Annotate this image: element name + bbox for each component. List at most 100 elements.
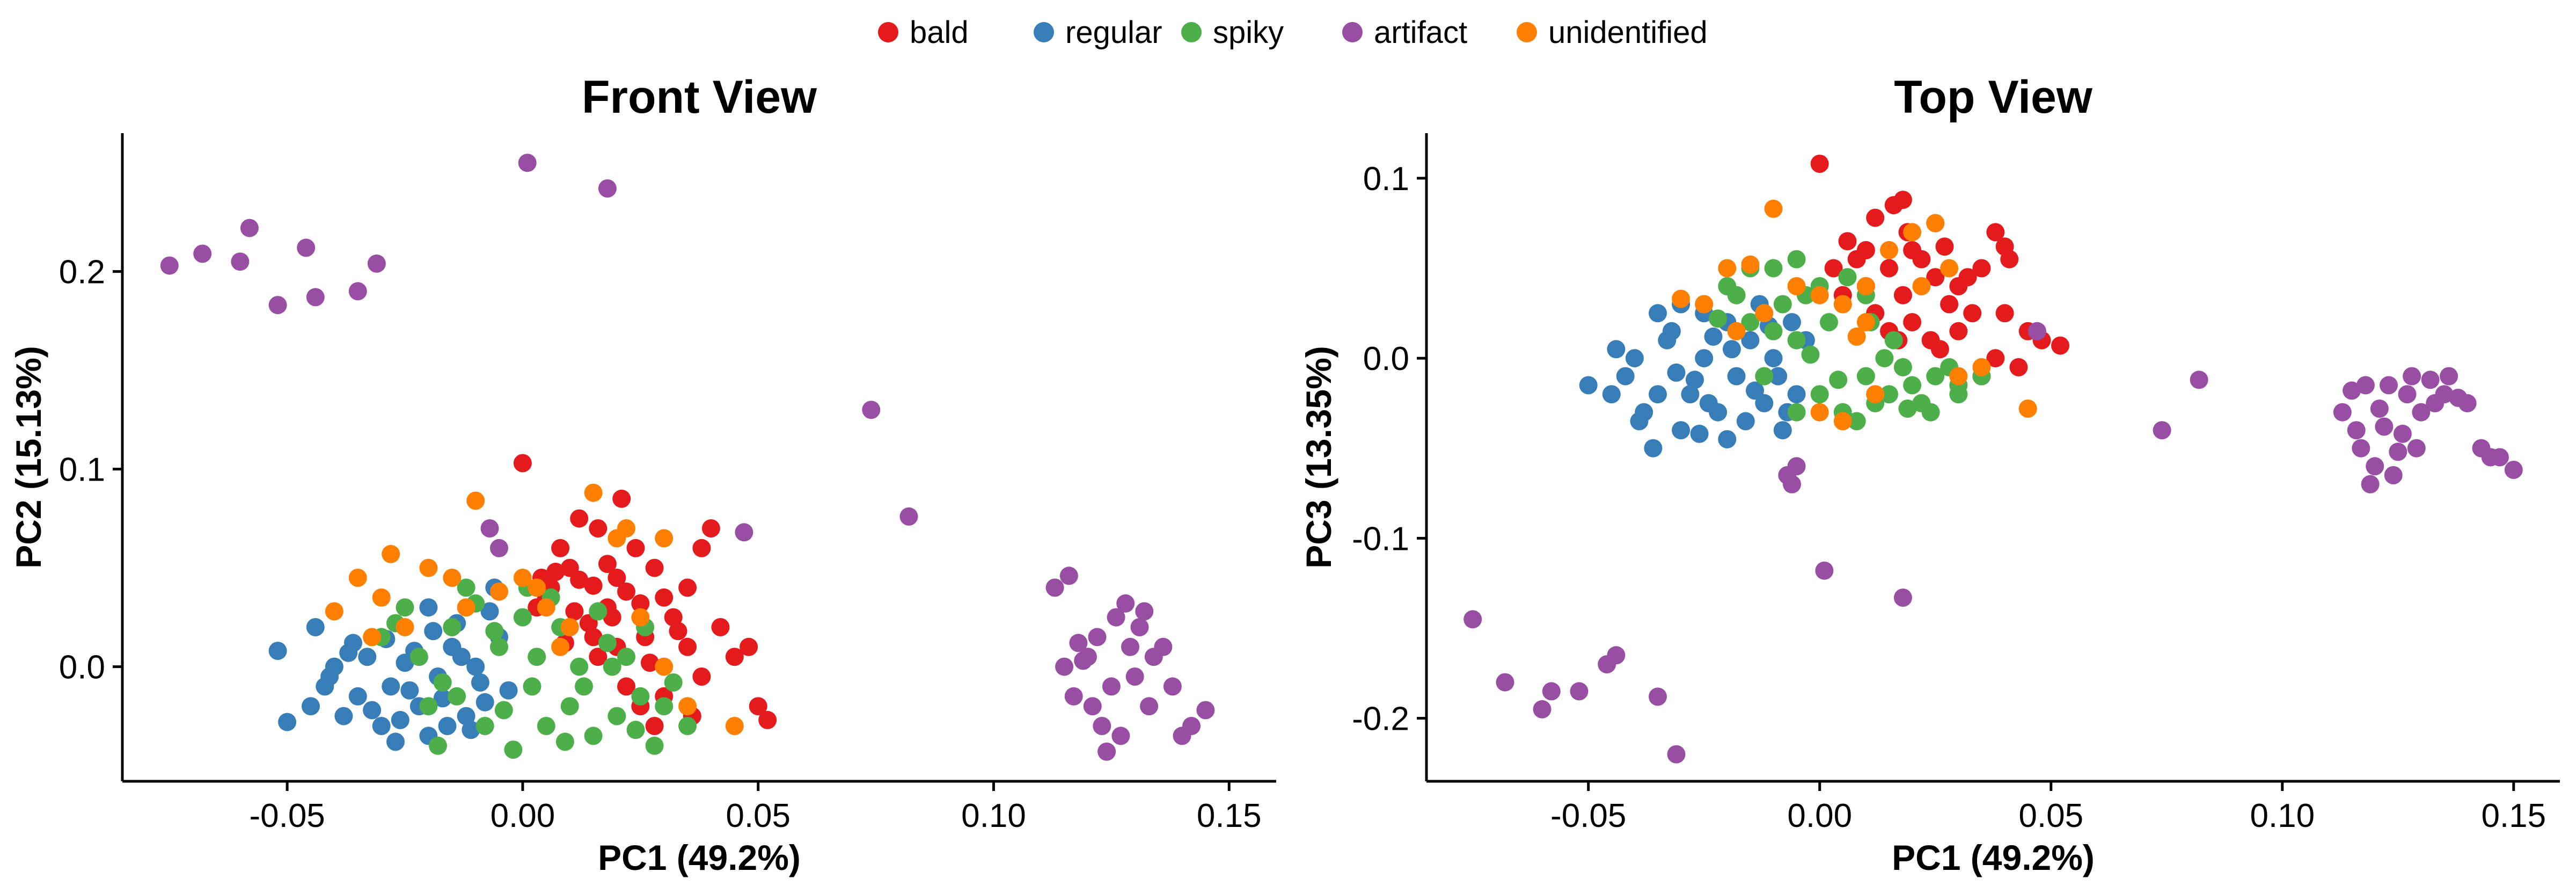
data-point-regular: [1662, 322, 1681, 340]
data-point-bald: [598, 555, 617, 573]
data-point-artifact: [2421, 371, 2440, 389]
data-point-unidentified: [1880, 241, 1898, 259]
data-point-spiky: [584, 727, 603, 745]
data-point-regular: [1787, 385, 1806, 404]
data-point-bald: [1986, 223, 2005, 242]
data-point-spiky: [678, 717, 697, 735]
data-point-artifact: [1107, 608, 1125, 627]
y-tick-label: 0.1: [1363, 161, 1409, 198]
data-point-regular: [1699, 394, 1718, 412]
legend-label-unidentified: unidentified: [1548, 15, 1708, 50]
data-point-bald: [570, 509, 589, 528]
data-point-spiky: [485, 622, 504, 641]
data-point-regular: [1718, 430, 1737, 448]
data-point-artifact: [1111, 727, 1130, 745]
data-point-regular: [348, 687, 367, 706]
data-point-bald: [513, 454, 532, 473]
data-point-spiky: [626, 721, 645, 739]
data-point-regular: [1625, 349, 1644, 368]
data-point-regular: [386, 732, 405, 751]
data-point-spiky: [1787, 250, 1806, 268]
data-point-bald: [1972, 259, 1991, 278]
data-point-spiky: [443, 618, 462, 636]
data-point-regular: [363, 701, 382, 720]
data-point-artifact: [2380, 376, 2398, 395]
data-point-regular: [358, 648, 377, 666]
data-point-bald: [546, 562, 565, 581]
data-point-unidentified: [1847, 327, 1866, 346]
data-point-regular: [302, 697, 320, 716]
data-point-regular: [334, 707, 353, 725]
data-point-bald: [645, 558, 664, 577]
data-point-artifact: [2347, 421, 2366, 440]
data-point-spiky: [645, 736, 664, 755]
data-point-spiky: [655, 697, 674, 716]
y-tick-label: 0.1: [59, 452, 105, 489]
legend-key-spiky: [1181, 22, 1202, 42]
data-point-regular: [1722, 340, 1741, 359]
data-point-bald: [584, 628, 603, 647]
data-point-artifact: [2190, 371, 2208, 389]
data-point-unidentified: [348, 569, 367, 587]
data-point-unidentified: [584, 483, 603, 502]
data-point-unidentified: [1866, 385, 1885, 404]
data-point-artifact: [1607, 646, 1626, 665]
data-point-bald: [655, 588, 674, 607]
data-point-unidentified: [1949, 367, 1968, 386]
data-point-unidentified: [1727, 322, 1746, 340]
data-point-bald: [1995, 304, 2014, 323]
legend-key-artifact: [1342, 22, 1363, 42]
data-point-spiky: [457, 578, 475, 597]
data-point-artifact: [1116, 594, 1135, 613]
data-point-unidentified: [1755, 304, 1774, 323]
data-point-artifact: [1055, 657, 1074, 676]
y-tick-label: -0.2: [1352, 701, 1409, 738]
data-point-regular: [1579, 376, 1598, 395]
data-point-regular: [1672, 421, 1690, 440]
data-point-regular: [1649, 385, 1667, 404]
data-point-artifact: [480, 519, 499, 538]
data-point-regular: [1704, 327, 1723, 346]
data-point-unidentified: [1856, 277, 1875, 295]
data-point-bald: [1949, 322, 1968, 340]
top-view-series-artifact: [1463, 322, 2523, 764]
data-point-regular: [1681, 385, 1700, 404]
data-point-unidentified: [1903, 223, 1922, 242]
data-point-unidentified: [372, 588, 391, 607]
data-point-unidentified: [1764, 199, 1783, 218]
y-tick-label: 0.0: [59, 649, 105, 686]
data-point-bald: [626, 539, 645, 557]
data-point-regular: [419, 598, 438, 617]
data-point-unidentified: [560, 618, 579, 636]
data-point-regular: [1746, 381, 1764, 400]
data-point-unidentified: [617, 519, 635, 538]
data-point-bald: [740, 637, 758, 656]
data-point-artifact: [1787, 457, 1806, 476]
data-point-bald: [1893, 286, 1912, 304]
data-point-artifact: [367, 254, 386, 273]
data-point-bald: [1893, 191, 1912, 209]
data-point-spiky: [419, 697, 438, 716]
data-point-artifact: [1088, 628, 1107, 647]
data-point-bald: [1838, 232, 1857, 251]
data-point-artifact: [231, 252, 250, 271]
legend-key-bald: [878, 22, 898, 42]
data-point-bald: [617, 677, 635, 696]
data-point-unidentified: [382, 544, 400, 563]
data-point-artifact: [1097, 742, 1116, 761]
data-point-artifact: [306, 288, 325, 307]
top-view-title: Top View: [1894, 71, 2093, 123]
data-point-regular: [1607, 340, 1626, 359]
data-point-artifact: [2403, 367, 2421, 386]
data-point-unidentified: [325, 602, 343, 621]
x-tick-label: 0.05: [2018, 797, 2083, 834]
legend: bald regular spiky artifact unidentified: [878, 15, 1708, 50]
data-point-regular: [1769, 367, 1788, 386]
data-point-spiky: [448, 687, 466, 706]
data-point-artifact: [2343, 381, 2361, 400]
data-point-artifact: [2389, 442, 2407, 461]
data-point-unidentified: [513, 569, 532, 587]
data-point-artifact: [2412, 403, 2431, 422]
data-point-bald: [1903, 313, 1922, 331]
x-tick-label: 0.10: [961, 797, 1026, 834]
